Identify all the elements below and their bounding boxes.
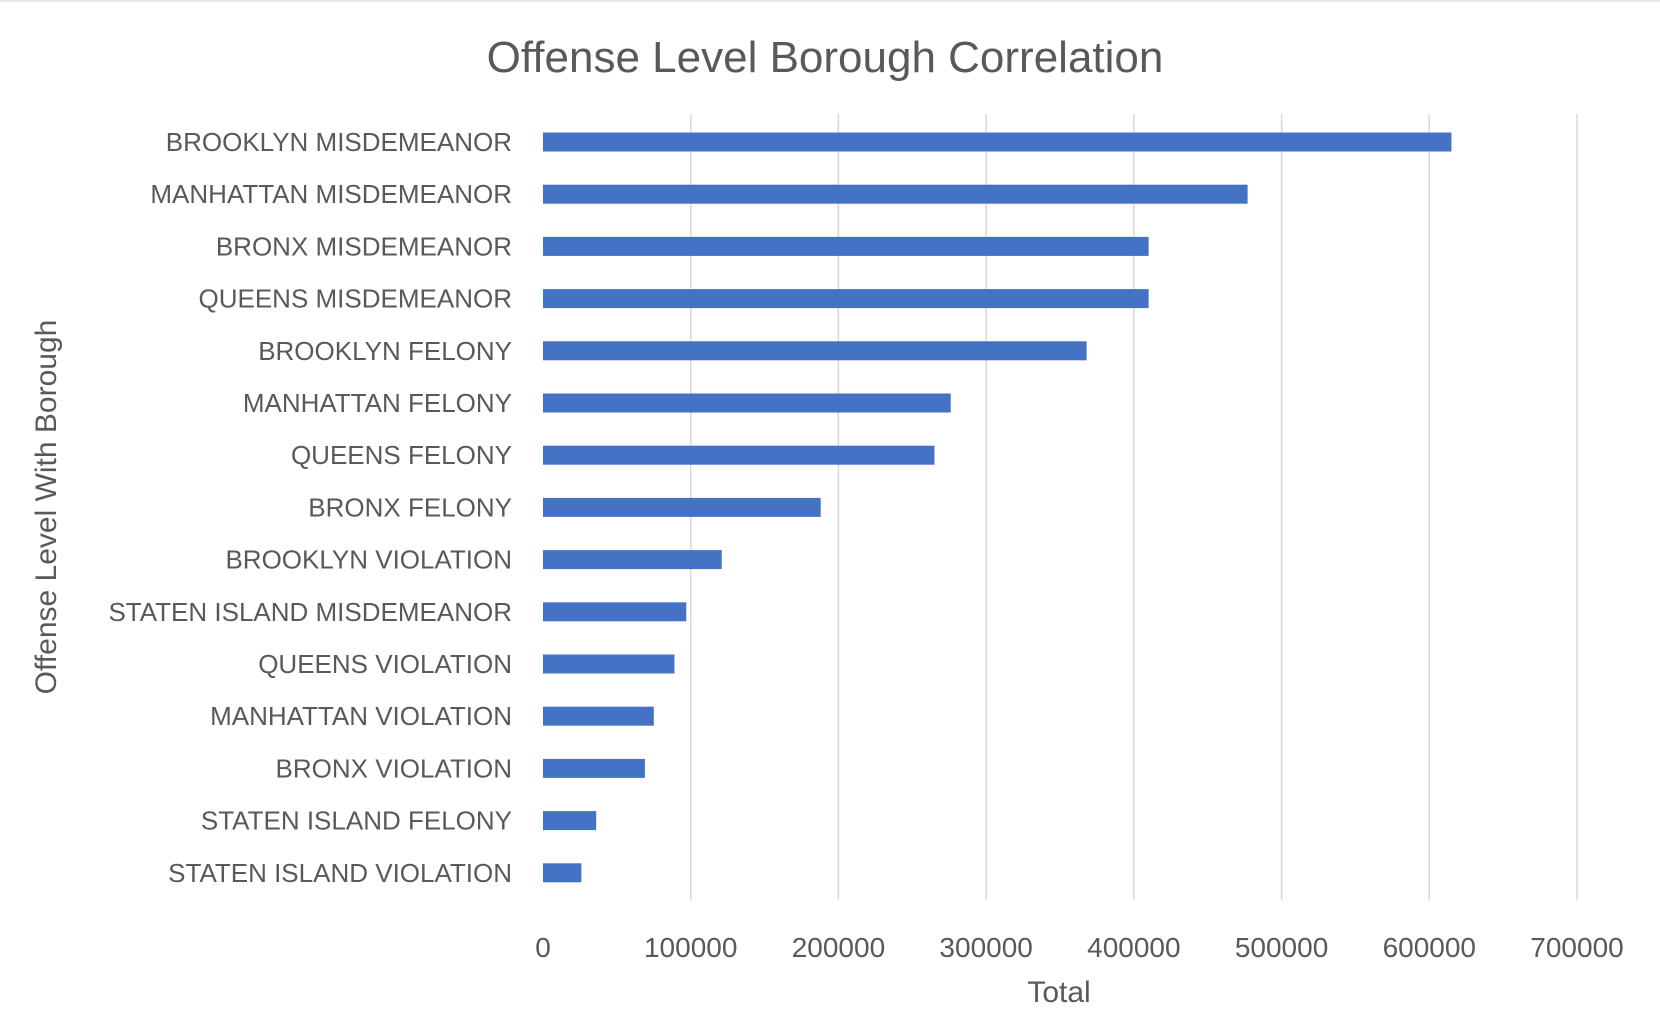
x-tick-label: 100000 bbox=[644, 932, 737, 963]
category-label: QUEENS MISDEMEANOR bbox=[199, 284, 513, 314]
x-axis-title: Total bbox=[1027, 976, 1090, 1009]
category-label: MANHATTAN MISDEMEANOR bbox=[150, 179, 512, 209]
x-tick-label: 600000 bbox=[1383, 932, 1476, 963]
x-tick-label: 700000 bbox=[1530, 932, 1623, 963]
category-label: BRONX VIOLATION bbox=[276, 753, 512, 783]
category-label: BRONX MISDEMEANOR bbox=[216, 231, 512, 261]
bar bbox=[543, 758, 645, 778]
category-labels: BROOKLYN MISDEMEANOR MANHATTAN MISDEMEANO… bbox=[108, 127, 512, 888]
x-tick-label: 400000 bbox=[1087, 932, 1180, 963]
x-tick-label: 200000 bbox=[792, 932, 885, 963]
category-label: STATEN ISLAND FELONY bbox=[201, 806, 512, 836]
category-label: STATEN ISLAND MISDEMEANOR bbox=[108, 597, 512, 627]
bar bbox=[543, 184, 1248, 204]
bar bbox=[543, 654, 675, 674]
category-label: QUEENS VIOLATION bbox=[258, 649, 512, 679]
bar bbox=[543, 550, 722, 570]
category-label: QUEENS FELONY bbox=[291, 440, 512, 470]
bar bbox=[543, 863, 582, 883]
category-label: MANHATTAN FELONY bbox=[243, 388, 512, 418]
category-label: BROOKLYN VIOLATION bbox=[225, 545, 512, 575]
category-label: MANHATTAN VIOLATION bbox=[210, 701, 512, 731]
y-axis-title: Offense Level With Borough bbox=[30, 320, 63, 695]
x-tick-label: 300000 bbox=[939, 932, 1032, 963]
bar bbox=[543, 393, 951, 413]
bar bbox=[543, 602, 687, 622]
bar bbox=[543, 289, 1149, 309]
category-label: BROOKLYN FELONY bbox=[258, 336, 512, 366]
bars bbox=[543, 132, 1452, 883]
category-label: BRONX FELONY bbox=[308, 492, 512, 522]
bar bbox=[543, 497, 821, 517]
x-tick-labels: 0 100000 200000 300000 400000 500000 600000 700… bbox=[535, 932, 1624, 963]
x-tick-label: 0 bbox=[535, 932, 551, 963]
bar bbox=[543, 341, 1087, 361]
bar bbox=[543, 706, 654, 726]
category-label: STATEN ISLAND VIOLATION bbox=[168, 858, 512, 888]
chart-title: Offense Level Borough Correlation bbox=[487, 33, 1164, 82]
bar bbox=[543, 236, 1149, 256]
category-label: BROOKLYN MISDEMEANOR bbox=[166, 127, 512, 157]
bar bbox=[543, 445, 935, 465]
bar bbox=[543, 132, 1452, 152]
x-tick-label: 500000 bbox=[1235, 932, 1328, 963]
bar bbox=[543, 811, 597, 831]
gridlines bbox=[689, 114, 1578, 900]
